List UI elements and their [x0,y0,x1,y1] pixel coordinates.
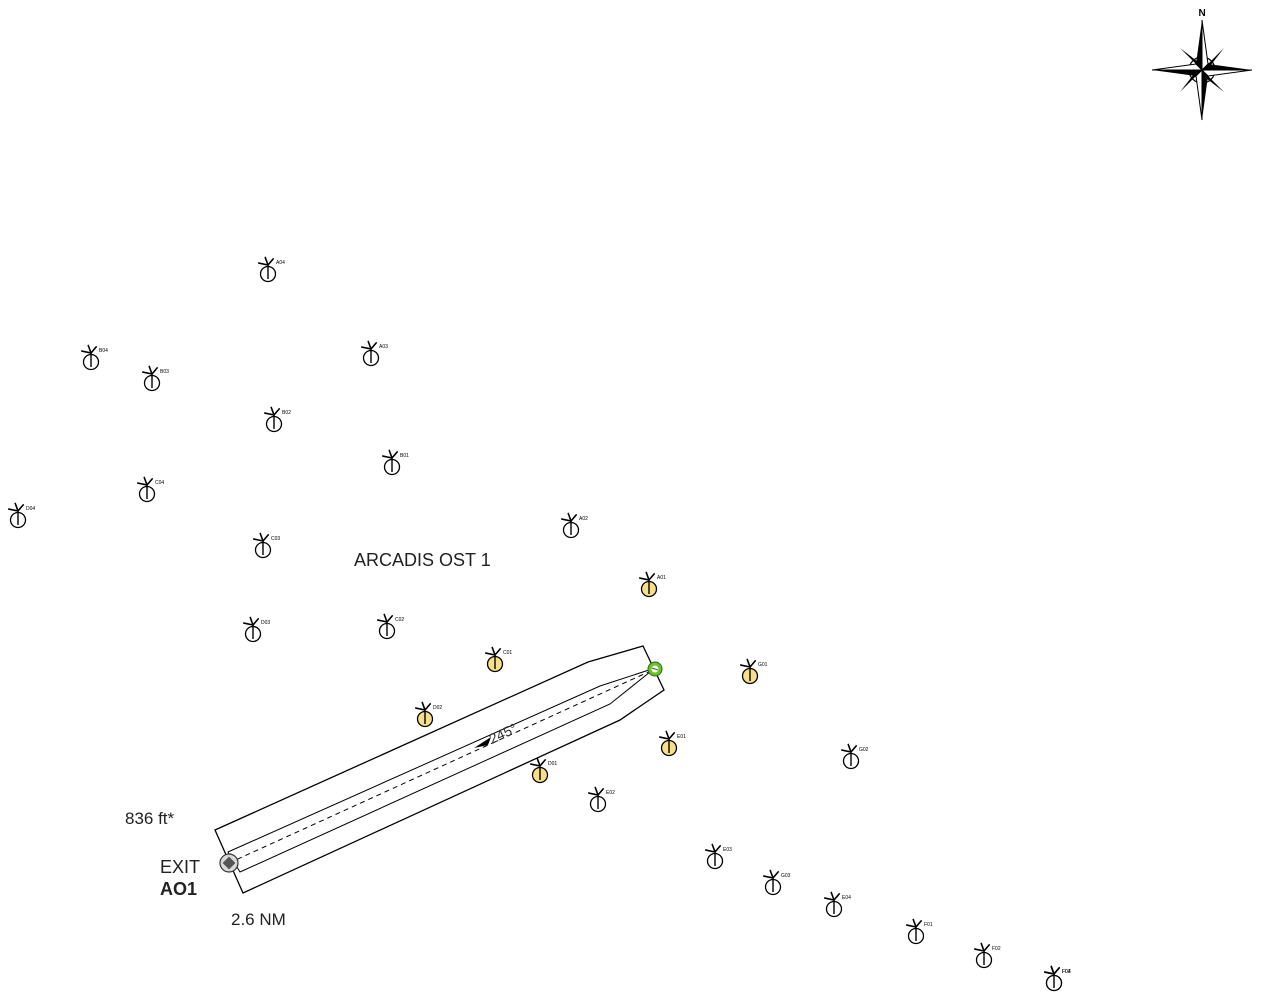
turbine-label: B03 [160,369,169,375]
wind-turbine-a02[interactable]: A02 [560,511,588,539]
wind-turbine-e02[interactable]: E02 [587,785,615,813]
turbine-layer: A04 A03 B04 B03 B02 B01 C04 D04 C03 A02 A01 D03 C02 C… [7,255,1071,992]
wind-turbine-g03[interactable]: G03 [762,868,791,896]
turbine-rotor-icon [973,942,991,952]
turbine-label: D04 [26,506,35,512]
wind-turbine-b03[interactable]: B03 [141,364,169,392]
turbine-label: F03 [1062,969,1071,975]
wind-turbine-d02[interactable]: D02 [414,700,443,728]
turbine-rotor-icon [381,449,399,459]
entry-point-icon [647,661,663,677]
turbine-rotor-icon [739,658,757,668]
wind-turbine-b02[interactable]: B02 [263,405,291,433]
turbine-rotor-icon [704,843,722,853]
corridor-length-label: 2.6 NM [231,910,286,929]
wind-turbine-a04[interactable]: A04 [257,255,285,283]
turbine-label: D03 [261,620,270,626]
wind-turbine-e04[interactable]: E04 [823,890,851,918]
turbine-rotor-icon [141,365,159,375]
wind-turbine-b04[interactable]: B04 [80,343,108,371]
wind-turbine-e03[interactable]: E03 [704,842,732,870]
wind-turbine-a03[interactable]: A03 [360,339,388,367]
turbine-label: F02 [992,946,1001,952]
turbine-label: C03 [271,536,280,542]
turbine-label: C01 [503,650,512,656]
turbine-label: E03 [723,847,732,853]
turbine-rotor-icon [658,730,676,740]
turbine-rotor-icon [905,918,923,928]
turbine-label: A01 [657,575,666,581]
wind-turbine-c03[interactable]: C03 [252,531,281,559]
wind-turbine-c04[interactable]: C04 [136,475,165,503]
turbine-rotor-icon [638,571,656,581]
turbine-rotor-icon [376,613,394,623]
turbine-rotor-icon [257,256,275,266]
turbine-label: B04 [99,348,108,354]
wind-turbine-d01[interactable]: D01 [529,756,558,784]
corridor-outer-boundary [214,645,665,894]
turbine-label: G02 [859,747,869,753]
turbine-rotor-icon [136,476,154,486]
turbine-rotor-icon [414,701,432,711]
turbine-label: F04 [1062,969,1071,975]
wind-turbine-c02[interactable]: C02 [376,612,405,640]
heading-label: 245° [487,720,520,747]
turbine-rotor-icon [560,512,578,522]
turbine-rotor-icon [529,757,547,767]
turbine-label: B01 [400,453,409,459]
turbine-rotor-icon [587,786,605,796]
turbine-rotor-icon [263,406,281,416]
heading-arrow-icon [474,737,491,748]
exit-code-label: AO1 [160,879,197,899]
turbine-label: B02 [282,410,291,416]
turbine-rotor-icon [242,616,260,626]
turbine-rotor-icon [7,502,25,512]
exit-label: EXIT [160,857,200,877]
corridor-inner-lane [227,667,656,873]
wind-turbine-e01[interactable]: E01 [658,729,686,757]
north-label: N [1199,8,1206,19]
turbine-label: E02 [606,790,615,796]
exit-point-icon [219,853,239,873]
wind-turbine-d03[interactable]: D03 [242,615,271,643]
wind-turbine-a01[interactable]: A01 [638,570,666,598]
compass-rose-icon: N [1151,8,1253,121]
turbine-label: D01 [548,761,557,767]
turbine-rotor-icon [484,646,502,656]
turbine-rotor-icon [80,344,98,354]
turbine-label: E01 [677,734,686,740]
wind-turbine-f01[interactable]: F01 [905,917,933,945]
wind-turbine-c01[interactable]: C01 [484,645,513,673]
turbine-label: G01 [758,662,768,668]
wind-farm-name: ARCADIS OST 1 [354,550,491,570]
turbine-rotor-icon [823,891,841,901]
turbine-rotor-icon [762,869,780,879]
wind-turbine-d04[interactable]: D04 [7,501,36,529]
turbine-rotor-icon [840,743,858,753]
turbine-label: E04 [842,895,851,901]
turbine-label: F01 [924,922,933,928]
corridor-centerline [228,668,656,864]
turbine-label: A03 [379,344,388,350]
turbine-rotor-icon [360,340,378,350]
turbine-label: A04 [276,260,285,266]
wind-turbine-f02[interactable]: F02 [973,941,1001,969]
turbine-rotor-icon [1043,965,1061,975]
turbine-label: C02 [395,617,404,623]
transit-corridor: 245° [214,645,665,894]
wind-turbine-g01[interactable]: G01 [739,657,768,685]
turbine-rotor-icon [252,532,270,542]
wind-turbine-b01[interactable]: B01 [381,448,409,476]
turbine-label: G03 [781,873,791,879]
corridor-width-label: 836 ft* [125,809,175,828]
turbine-label: C04 [155,480,164,486]
turbine-label: D02 [433,705,442,711]
wind-turbine-f04[interactable]: F04 [1043,964,1071,992]
wind-turbine-g02[interactable]: G02 [840,742,869,770]
turbine-label: A02 [579,516,588,522]
